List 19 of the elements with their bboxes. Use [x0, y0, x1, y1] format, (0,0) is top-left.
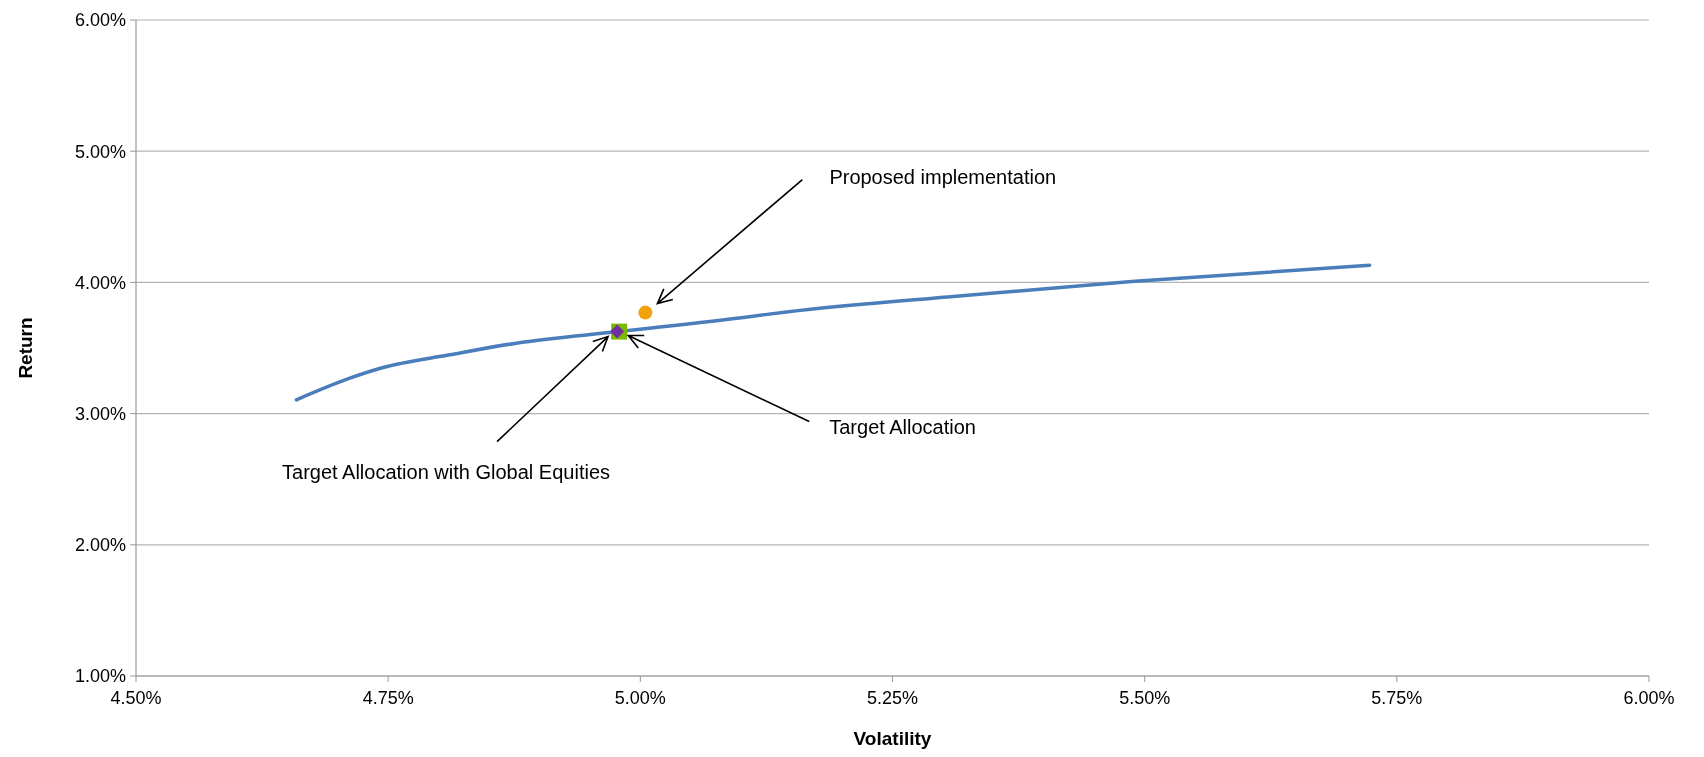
- line-series: [294, 263, 1372, 402]
- x-tick-label: 4.75%: [362, 688, 414, 708]
- y-tick-label: 4.00%: [74, 272, 126, 293]
- x-tick-label: 6.00%: [1623, 688, 1675, 708]
- y-axis-title: Return: [15, 317, 36, 379]
- annotation: Target Allocation with Global Equities: [282, 460, 611, 483]
- x-axis-title: Volatility: [853, 728, 932, 749]
- y-tick-label: 1.00%: [74, 666, 126, 687]
- x-tick-label: 5.75%: [1371, 688, 1423, 708]
- y-tick-label: 3.00%: [74, 403, 126, 424]
- x-tick-label: 4.50%: [110, 688, 162, 708]
- y-tick-label: 2.00%: [74, 535, 126, 556]
- y-tick-label: 6.00%: [74, 10, 126, 31]
- y-tick-label: 5.00%: [74, 141, 126, 162]
- annotation: Target Allocation: [829, 415, 976, 438]
- x-tick-label: 5.00%: [614, 688, 666, 708]
- x-tick-label: 5.25%: [866, 688, 919, 708]
- annotation: Proposed implementation: [829, 165, 1057, 188]
- x-tick-label: 5.50%: [1119, 688, 1171, 708]
